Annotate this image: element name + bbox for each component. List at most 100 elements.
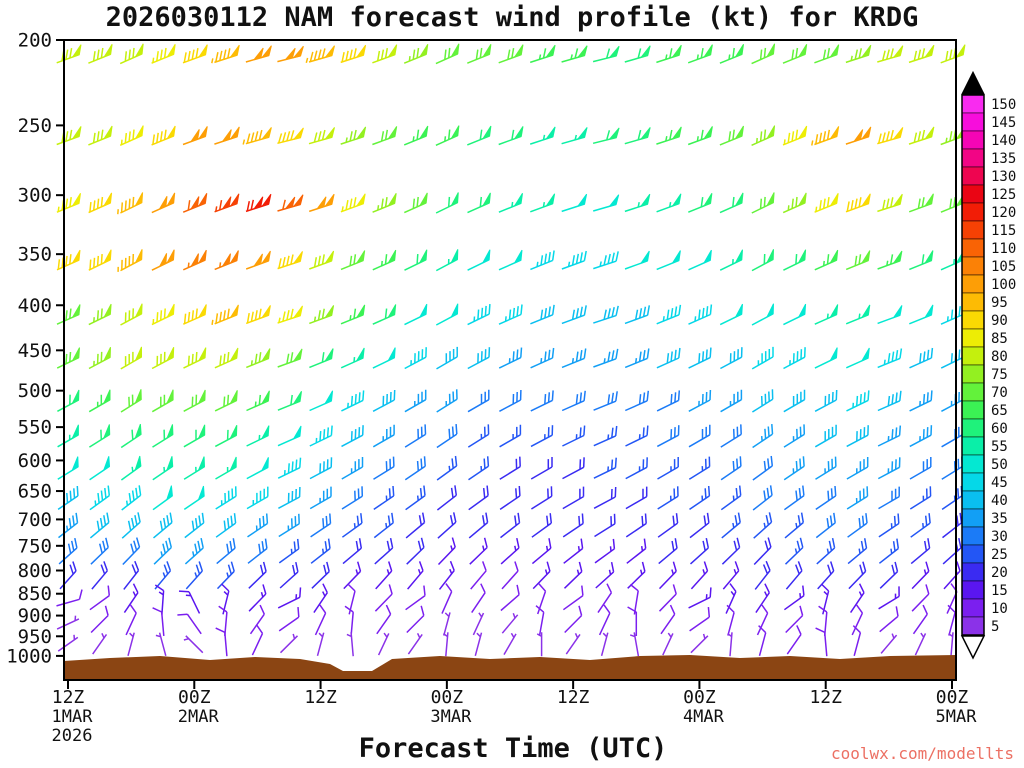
barb-staff [941,456,963,480]
wind-barb [783,303,807,326]
barb-staff [184,537,204,565]
wind-barb [467,192,491,214]
barb-staff [183,635,204,654]
barb-staff [726,604,735,636]
barb-staff [783,313,806,326]
wind-barb [277,127,304,145]
barb-staff [215,466,237,480]
barb-staff [467,47,490,64]
wind-barb [948,632,954,657]
barb-staff [498,304,523,325]
barb-staff [878,586,900,610]
barb-staff [624,260,648,270]
wind-barb [341,486,364,510]
barb-staff [404,424,427,448]
wind-barb [151,303,175,326]
barb-staff [313,583,328,614]
barb-staff [531,486,553,510]
wind-barb [625,486,648,510]
wind-barb [561,193,588,213]
barb-staff [656,425,680,448]
barb-staff [404,456,426,481]
wind-barb [407,561,424,590]
barb-staff [753,537,772,566]
wind-barb [278,486,301,509]
barb-staff [341,513,363,538]
wind-barb [88,44,113,64]
colorbar-segment [961,382,985,402]
barb-staff [372,308,396,325]
wind-barb [909,457,932,480]
wind-barb [498,44,524,64]
barb-staff [125,604,137,636]
barb-staff [783,389,806,413]
wind-barb [435,43,460,65]
wind-barb [404,424,427,448]
barb-staff [940,259,964,271]
barb-staff [624,202,648,213]
wind-barb [305,45,335,63]
wind-barb [277,348,303,368]
barb-staff [880,633,898,654]
colorbar-label: 15 [991,583,1008,599]
barb-staff [443,612,451,636]
barb-staff [435,196,458,214]
wind-barb [758,625,767,656]
wind-barb [593,425,618,447]
wind-barb [120,423,142,449]
wind-barb [310,538,331,564]
wind-barb [405,512,426,539]
wind-barb [467,347,491,370]
barb-staff [214,352,238,369]
wind-barb [845,304,871,325]
barb-staff [117,253,143,272]
wind-barb [751,43,776,65]
barb-staff [656,48,680,64]
wind-barb [600,632,609,656]
colorbar-label: 135 [991,151,1016,167]
barb-staff [471,583,486,614]
wind-barb [309,250,335,270]
colorbar-segment [961,364,985,384]
barb-staff [403,196,427,214]
wind-barb [151,192,176,214]
barb-staff [814,47,838,64]
wind-barb [878,538,900,564]
wind-barb [720,424,742,448]
wind-barb [375,561,393,590]
wind-barb [688,389,712,412]
wind-barb [593,457,617,479]
barb-staff [340,129,364,145]
barb-staff [182,200,206,213]
wind-barb [183,424,206,448]
barb-staff [405,585,426,611]
wind-barb [119,125,144,146]
colorbar-segment [961,562,985,582]
wind-barb [498,126,524,146]
wind-barb [499,389,522,412]
barb-staff [721,537,741,565]
wind-barb [247,513,269,538]
barb-staff [56,589,83,607]
barb-staff [403,47,427,64]
year-label: 2026 [52,726,93,746]
wind-barb [437,512,457,539]
wind-barb [687,44,713,64]
wind-barb [847,513,868,538]
wind-barb [532,561,551,590]
wind-barb [848,561,867,590]
barb-staff [56,308,80,325]
colorbar-segment [961,346,985,366]
barb-staff [687,47,711,64]
wind-barb [184,512,205,539]
colorbar-segment [961,526,985,546]
barb-staff [155,632,167,656]
barb-staff [688,304,713,325]
wind-barb [498,304,523,325]
barb-staff [751,253,774,272]
barb-staff [58,512,79,539]
barb-staff [151,129,175,146]
pressure-tick-label: 350 [18,244,52,266]
wind-barb [941,456,963,480]
wind-barb [940,44,966,64]
